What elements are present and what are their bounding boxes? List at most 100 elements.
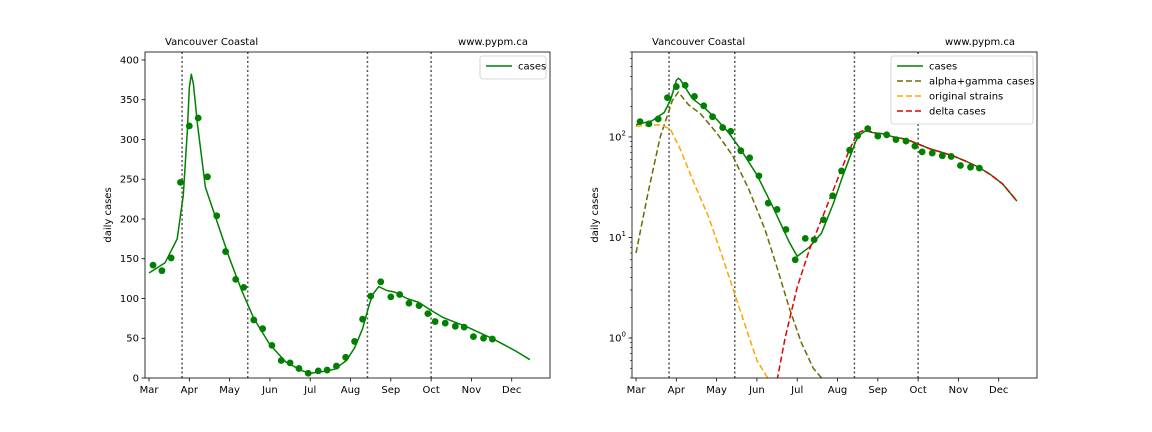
data-point [727,127,735,135]
data-point [167,254,175,262]
x-tick-label: Oct [909,385,926,396]
chart-panel-1: Mar Apr May Jun Jul Aug Sep Oct Nov Dec 0 50 100 150 2… [103,37,551,396]
x-tick-label: Apr [181,385,199,396]
data-point [387,293,395,301]
data-point [773,206,781,213]
data-point [911,142,919,150]
data-point [810,236,818,244]
title-left: Vancouver Coastal [652,37,745,48]
y-tick-label: 0 [133,374,139,385]
y-tick-label: 150 [120,254,139,265]
data-point [645,120,653,128]
data-point [764,199,772,207]
data-point [737,147,745,155]
data-point [268,342,276,349]
x-tick-label: Nov [462,385,482,396]
plot-area [635,77,1018,378]
data-point [719,124,727,131]
data-point [277,357,285,364]
legend-box [479,55,547,80]
data-point [918,148,926,156]
data-point [480,334,487,342]
data-point [351,338,358,345]
data-point [488,335,496,343]
plot-frame [631,51,1038,379]
legend-label: original strains [929,92,1003,103]
x-tick-label: Nov [949,385,969,396]
data-point [864,125,872,133]
data-point [801,234,809,242]
plot-area [148,73,531,377]
data-point [323,366,331,374]
data-point [342,353,350,361]
data-point [829,192,837,200]
x-tick-label: Apr [668,385,686,396]
data-point [405,299,413,307]
legend: cases [479,55,547,80]
x-tick-label: Dec [502,385,521,396]
data-point [883,131,891,139]
data-point [259,325,267,333]
legend: cases alpha+gamma cases original strains de… [890,55,1035,125]
x-tick-label: Jul [790,385,803,396]
data-point [204,173,211,181]
data-point [460,323,468,331]
y-tick-label: 200 [120,214,139,225]
y-tick-label: 101 [609,230,626,244]
data-point [415,302,423,310]
data-point [359,315,367,323]
data-point [470,333,477,341]
data-point [681,81,689,89]
data-point [928,149,936,157]
series-line-cases [148,73,531,374]
series-line-alpha-gamma-cases [635,91,823,378]
x-tick-label: Mar [627,385,647,396]
y-tick-label: 100 [120,294,139,305]
y-tick-label: 100 [609,330,626,344]
y-axis-label: daily cases [590,187,601,242]
data-point [295,365,303,372]
data-point [149,261,157,269]
data-point [874,132,882,140]
data-point [194,114,202,122]
data-point [791,256,799,264]
data-point [451,322,459,330]
y-tick-label: 300 [120,135,139,146]
x-tick-label: Mar [140,385,160,396]
x-tick-label: Dec [989,385,1008,396]
data-point [854,132,862,140]
data-point [304,369,312,377]
x-tick-label: Sep [381,385,400,396]
y-tick-label: 250 [120,175,139,186]
y-tick-label: 400 [120,55,139,66]
data-point [957,162,964,169]
data-point [975,164,983,172]
data-point [333,362,340,370]
legend-label: delta cases [929,107,986,118]
data-point [232,276,240,283]
data-point [314,367,322,375]
data-point [746,154,754,162]
data-point [820,216,827,224]
x-tick-label: Oct [422,385,439,396]
data-point [185,122,193,130]
data-point [654,115,662,123]
data-point [250,316,258,324]
title-left: Vancouver Coastal [165,37,258,48]
series-line-original-strains [635,124,769,378]
data-point [902,137,910,145]
data-point [396,291,404,298]
x-tick-label: Aug [341,385,361,396]
data-point [700,102,708,110]
data-point [664,94,671,102]
data-point [846,146,854,154]
data-point [947,153,955,160]
data-point [672,83,680,90]
data-point [709,113,716,121]
y-tick-label: 102 [609,129,626,143]
data-point [222,248,229,255]
x-tick-label: Jul [303,385,316,396]
y-tick-label: 350 [120,95,139,106]
data-point [441,319,449,327]
legend-label: cases [929,62,957,73]
